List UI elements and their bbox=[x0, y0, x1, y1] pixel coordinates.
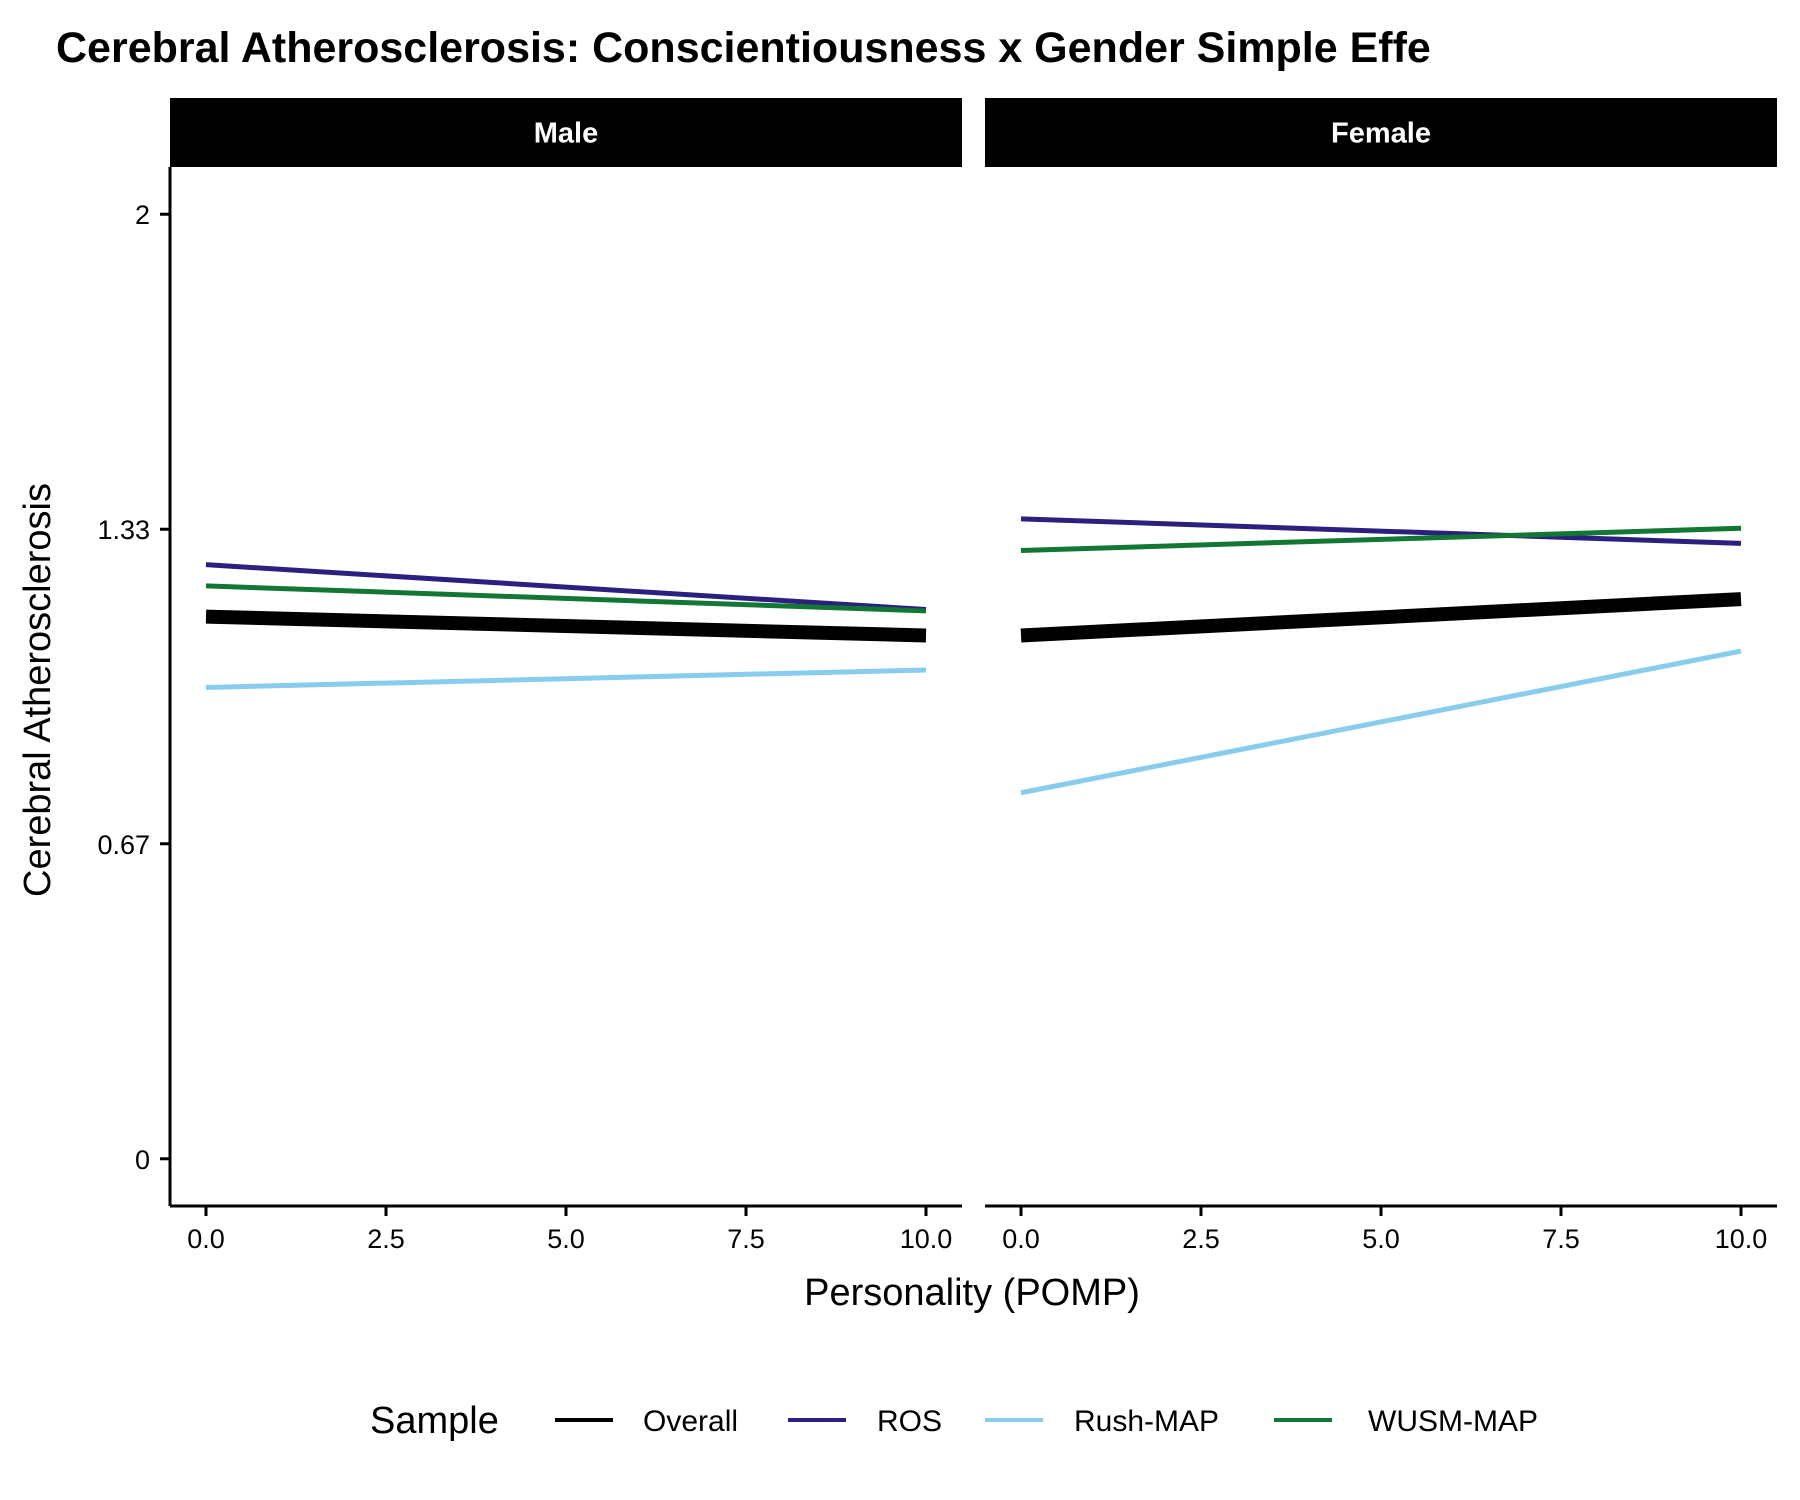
y-tick-label: 0.67 bbox=[97, 830, 150, 860]
y-tick-label: 1.33 bbox=[97, 515, 150, 545]
facet-strip-label: Female bbox=[1331, 118, 1431, 150]
series-line-rush-map bbox=[1020, 648, 1742, 796]
facet-strip bbox=[985, 98, 1777, 167]
legend: Sample Overall ROS Rush-MAP WUSM-MAP bbox=[370, 1400, 1538, 1442]
legend-label: WUSM-MAP bbox=[1368, 1405, 1538, 1438]
panel-female: Female 0.0 2.5 5.0 7.5 10.0 bbox=[985, 98, 1777, 1254]
y-tick-label: 2 bbox=[135, 200, 150, 230]
legend-label: Overall bbox=[643, 1405, 738, 1438]
y-tick-label: 0 bbox=[135, 1145, 150, 1175]
facet-strip-label: Male bbox=[534, 118, 598, 150]
x-tick-label: 7.5 bbox=[1542, 1224, 1580, 1254]
legend-item-ros: ROS bbox=[788, 1405, 942, 1438]
legend-item-overall: Overall bbox=[555, 1405, 738, 1438]
x-tick-label: 2.5 bbox=[367, 1224, 405, 1254]
series-line-rush-map bbox=[205, 667, 927, 690]
facet-strip bbox=[170, 98, 962, 167]
x-tick-label: 10.0 bbox=[900, 1224, 953, 1254]
x-tick-label: 10.0 bbox=[1715, 1224, 1768, 1254]
series-line-ros bbox=[1020, 516, 1742, 546]
series-line-overall bbox=[1020, 592, 1742, 643]
legend-title: Sample bbox=[370, 1400, 499, 1442]
legend-label: Rush-MAP bbox=[1074, 1405, 1219, 1438]
panel-male: Male 0.0 2.5 5.0 7.5 10.0 0 0.67 1.33 2 bbox=[97, 98, 962, 1254]
x-axis-title: Personality (POMP) bbox=[804, 1272, 1140, 1314]
x-tick-label: 7.5 bbox=[727, 1224, 765, 1254]
x-tick-label: 2.5 bbox=[1182, 1224, 1220, 1254]
legend-label: ROS bbox=[877, 1405, 942, 1438]
y-axis-title: Cerebral Atherosclerosis bbox=[17, 483, 59, 897]
x-tick-label: 5.0 bbox=[547, 1224, 585, 1254]
x-tick-label: 0.0 bbox=[187, 1224, 225, 1254]
chart-title: Cerebral Atherosclerosis: Conscientiousn… bbox=[56, 24, 1431, 72]
series-line-overall bbox=[205, 609, 927, 643]
x-tick-label: 5.0 bbox=[1362, 1224, 1400, 1254]
x-tick-label: 0.0 bbox=[1002, 1224, 1040, 1254]
series-line-wusm-map bbox=[205, 583, 927, 614]
legend-item-wusm-map: WUSM-MAP bbox=[1274, 1405, 1538, 1438]
series-line-ros bbox=[205, 562, 927, 613]
panels: Male 0.0 2.5 5.0 7.5 10.0 0 0.67 1.33 2 Female 0.0 2… bbox=[97, 98, 1777, 1254]
series-line-wusm-map bbox=[1020, 525, 1742, 553]
legend-item-rush-map: Rush-MAP bbox=[985, 1405, 1219, 1438]
